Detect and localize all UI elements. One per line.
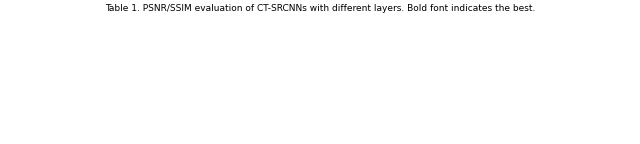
Text: Table 1. PSNR/SSIM evaluation of CT-SRCNNs with different layers. Bold font indi: Table 1. PSNR/SSIM evaluation of CT-SRCN… [105, 4, 535, 13]
